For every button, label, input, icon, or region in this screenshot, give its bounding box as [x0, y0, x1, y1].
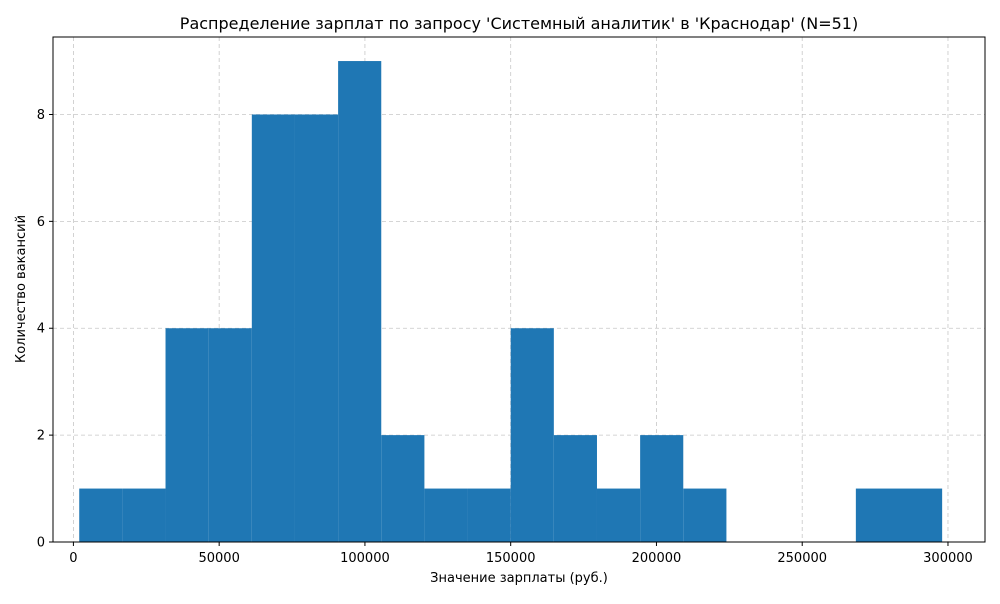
- y-tick-label-0: 0: [37, 536, 45, 551]
- histogram-bar-6: [338, 61, 382, 543]
- histogram-bar-1: [122, 488, 166, 542]
- x-tick-label-4: 200000: [632, 551, 682, 566]
- histogram-bar-11: [553, 435, 597, 542]
- x-axis-label: Значение зарплаты (руб.): [430, 571, 608, 586]
- ticks-layer: 0 50000 100000 150000 200000 250000 300000 0 2 4 6…: [37, 108, 973, 566]
- x-tick-label-1: 50000: [198, 551, 239, 566]
- x-tick-label-5: 250000: [777, 551, 827, 566]
- y-tick-label-4: 8: [37, 108, 45, 123]
- y-tick-label-3: 6: [37, 215, 45, 230]
- x-tick-label-3: 150000: [486, 551, 536, 566]
- histogram-bar-9: [467, 488, 511, 542]
- histogram-bar-3: [208, 328, 252, 542]
- plot-frame: [52, 36, 986, 543]
- histogram-bar-7: [381, 435, 425, 542]
- x-tick-label-6: 300000: [923, 551, 973, 566]
- chart-title: Распределение зарплат по запросу 'Систем…: [180, 14, 858, 33]
- histogram-bar-4: [251, 114, 295, 543]
- x-tick-label-0: 0: [69, 551, 77, 566]
- histogram-bar-0: [79, 488, 123, 542]
- histogram-bar-18: [855, 488, 900, 542]
- y-tick-label-1: 2: [37, 429, 45, 444]
- y-axis-label: Количество вакансий: [14, 215, 29, 363]
- y-tick-label-2: 4: [37, 322, 45, 337]
- histogram-bar-14: [683, 488, 727, 542]
- histogram-bar-5: [294, 114, 339, 543]
- histogram-bar-19: [899, 488, 943, 542]
- histogram-bar-8: [424, 488, 468, 542]
- histogram-bar-10: [510, 328, 554, 542]
- histogram-bar-2: [165, 328, 209, 542]
- bars-layer: [79, 61, 943, 543]
- histogram-bar-12: [596, 488, 641, 542]
- x-tick-label-2: 100000: [340, 551, 390, 566]
- histogram-bar-13: [640, 435, 684, 542]
